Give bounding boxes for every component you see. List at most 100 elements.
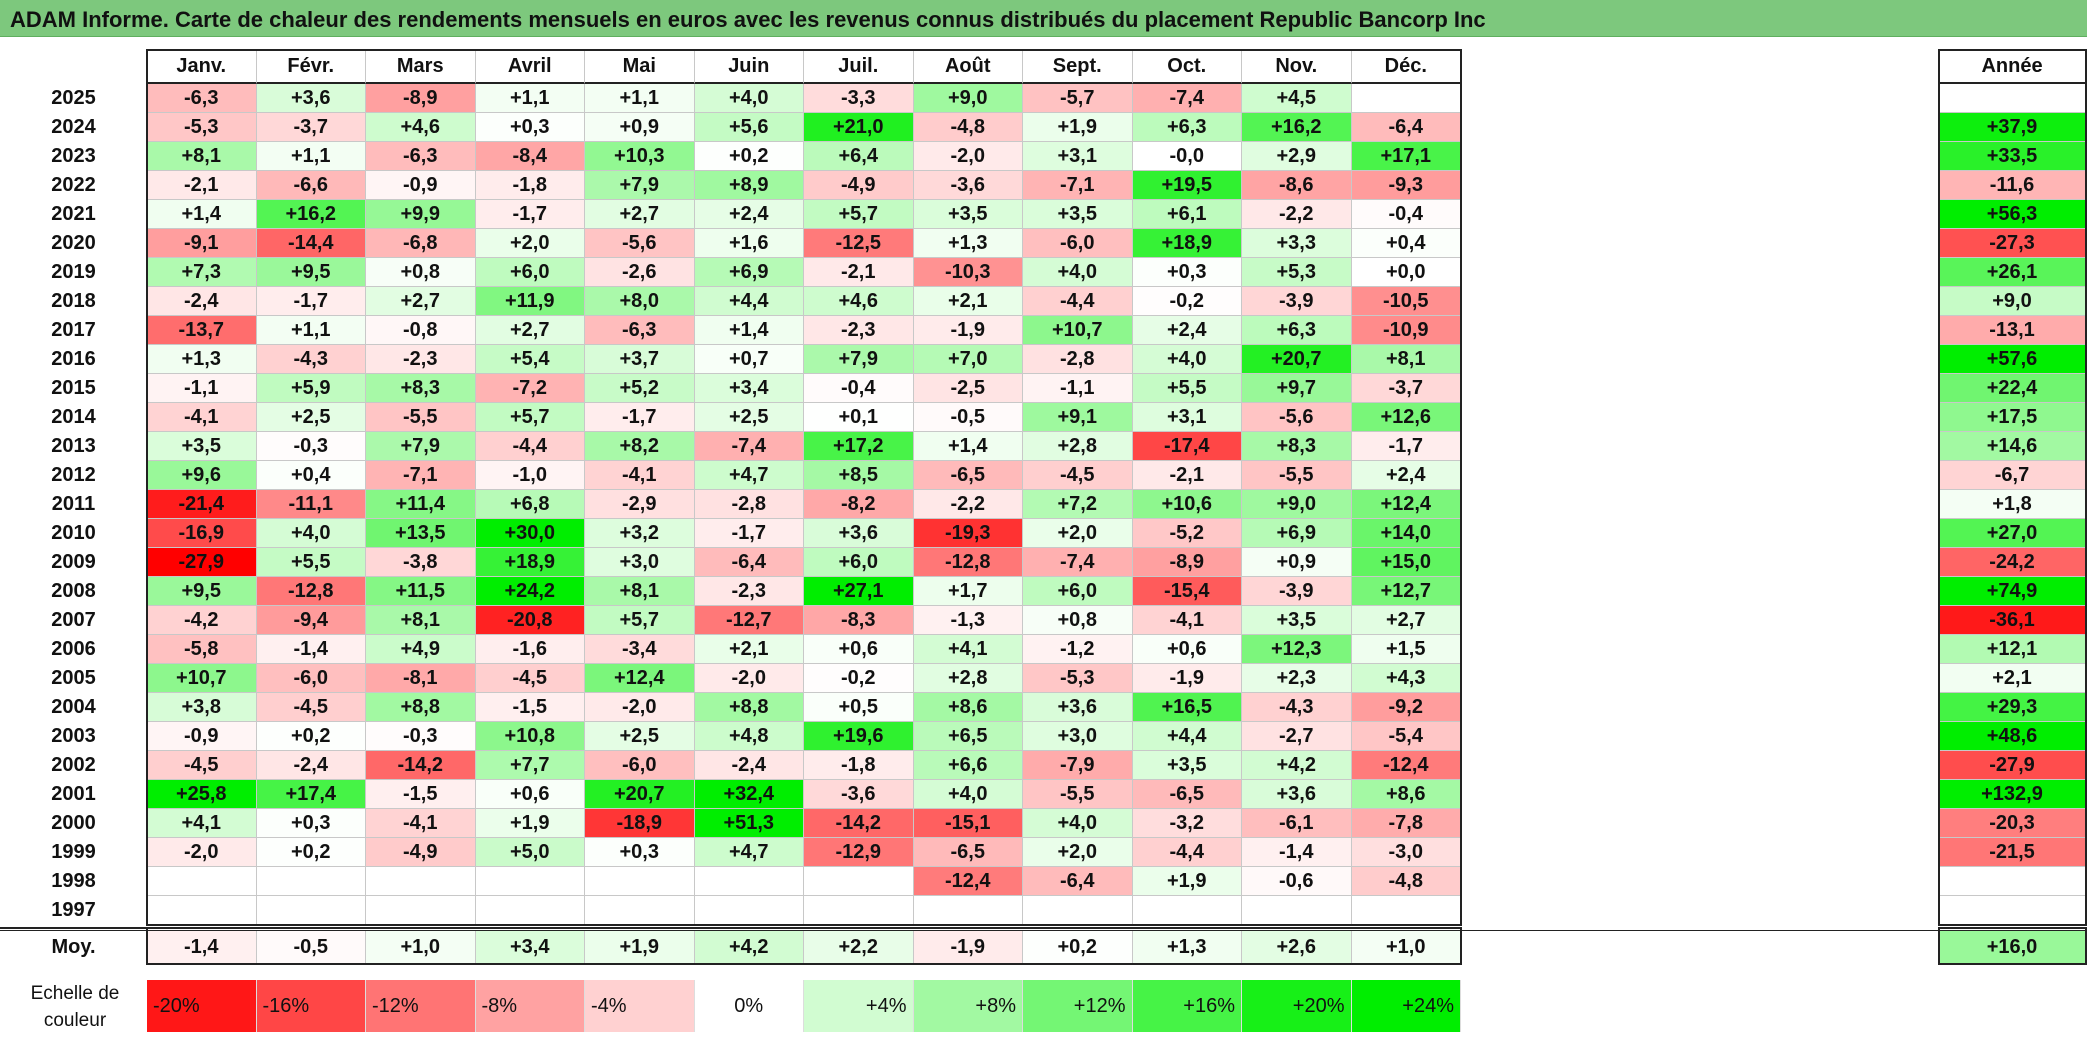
heatmap-cell: -6,3 bbox=[147, 84, 257, 113]
annual-cell: +1,8 bbox=[1939, 490, 2086, 519]
row-year-label: 2010 bbox=[51, 522, 96, 544]
heatmap-cell bbox=[256, 896, 366, 925]
row-year-label: 2003 bbox=[51, 725, 96, 747]
heatmap-cell: -12,8 bbox=[256, 577, 366, 606]
average-annual-cell: +16,0 bbox=[1939, 931, 2086, 963]
heatmap-cell: +2,7 bbox=[585, 200, 695, 229]
heatmap-cell: -1,7 bbox=[475, 200, 585, 229]
heatmap-cell: -6,4 bbox=[694, 548, 804, 577]
heatmap-cell: +1,9 bbox=[475, 809, 585, 838]
heatmap-cell: +17,1 bbox=[1351, 142, 1461, 171]
heatmap-cell: +1,9 bbox=[1023, 113, 1133, 142]
heatmap-cell: +3,0 bbox=[585, 548, 695, 577]
heatmap-cell: +1,1 bbox=[256, 142, 366, 171]
heatmap-cell: +3,5 bbox=[913, 200, 1023, 229]
heatmap-cell: -1,5 bbox=[366, 780, 476, 809]
heatmap-cell: -7,8 bbox=[1351, 809, 1461, 838]
heatmap-cell: +9,9 bbox=[366, 200, 476, 229]
annual-cell: +9,0 bbox=[1939, 287, 2086, 316]
heatmap-cell: +4,0 bbox=[1132, 345, 1242, 374]
annual-cell: -36,1 bbox=[1939, 606, 2086, 635]
heatmap-cell: -10,9 bbox=[1351, 316, 1461, 345]
annual-cell: +29,3 bbox=[1939, 693, 2086, 722]
heatmap-cell: +12,7 bbox=[1351, 577, 1461, 606]
heatmap-cell: +7,3 bbox=[147, 258, 257, 287]
heatmap-cell: +9,1 bbox=[1023, 403, 1133, 432]
heatmap-cell: +10,6 bbox=[1132, 490, 1242, 519]
heatmap-cell: +6,0 bbox=[475, 258, 585, 287]
row-year-label: 2015 bbox=[51, 377, 96, 399]
heatmap-cell: +21,0 bbox=[804, 113, 914, 142]
heatmap-cell: +5,9 bbox=[256, 374, 366, 403]
heatmap-cell: -1,7 bbox=[585, 403, 695, 432]
heatmap-cell: -3,7 bbox=[1351, 374, 1461, 403]
heatmap-cell: -4,5 bbox=[147, 751, 257, 780]
heatmap-cell bbox=[585, 867, 695, 896]
heatmap-cell: +1,9 bbox=[1132, 867, 1242, 896]
column-header: Sept. bbox=[1023, 50, 1133, 84]
heatmap-cell: -2,5 bbox=[913, 374, 1023, 403]
heatmap-cell: +0,3 bbox=[585, 838, 695, 867]
row-year-label: 2012 bbox=[51, 464, 96, 486]
heatmap-cell: -9,4 bbox=[256, 606, 366, 635]
heatmap-cell: +1,1 bbox=[256, 316, 366, 345]
heatmap-cell: -12,5 bbox=[804, 229, 914, 258]
heatmap-cell: +0,2 bbox=[256, 722, 366, 751]
heatmap-cell: -4,5 bbox=[1023, 461, 1133, 490]
heatmap-cell: -4,5 bbox=[475, 664, 585, 693]
row-year-label: 2011 bbox=[51, 493, 96, 515]
heatmap-cell: -2,8 bbox=[694, 490, 804, 519]
heatmap-cell: +1,6 bbox=[694, 229, 804, 258]
heatmap-cell: +3,0 bbox=[1023, 722, 1133, 751]
heatmap-cell: -7,4 bbox=[1132, 84, 1242, 113]
heatmap-cell: +2,1 bbox=[694, 635, 804, 664]
heatmap-cell: +8,1 bbox=[366, 606, 476, 635]
annual-cell: -13,1 bbox=[1939, 316, 2086, 345]
column-header: Juin bbox=[694, 50, 804, 84]
heatmap-cell: +3,6 bbox=[1023, 693, 1133, 722]
heatmap-cell: -4,3 bbox=[1242, 693, 1352, 722]
heatmap-cell: -6,5 bbox=[913, 461, 1023, 490]
heatmap-cell: +3,4 bbox=[694, 374, 804, 403]
average-row-label: Moy. bbox=[51, 935, 96, 958]
heatmap-cell: -15,4 bbox=[1132, 577, 1242, 606]
heatmap-cell: -3,6 bbox=[804, 780, 914, 809]
row-year-label: 2021 bbox=[51, 203, 96, 225]
heatmap-cell: -6,3 bbox=[366, 142, 476, 171]
heatmap-cell: +4,7 bbox=[694, 461, 804, 490]
heatmap-cell bbox=[694, 896, 804, 925]
heatmap-cell: -7,1 bbox=[1023, 171, 1133, 200]
heatmap-cell: -1,8 bbox=[475, 171, 585, 200]
annual-cell: +14,6 bbox=[1939, 432, 2086, 461]
row-year-label: 2007 bbox=[51, 609, 96, 631]
heatmap-cell: -6,3 bbox=[585, 316, 695, 345]
heatmap-cell: -1,7 bbox=[694, 519, 804, 548]
heatmap-cell: +1,4 bbox=[147, 200, 257, 229]
heatmap-cell: +4,8 bbox=[694, 722, 804, 751]
heatmap-cell: +2,4 bbox=[1132, 316, 1242, 345]
column-header: Janv. bbox=[147, 50, 257, 84]
heatmap-cell: +0,0 bbox=[1351, 258, 1461, 287]
heatmap-cell: +0,9 bbox=[585, 113, 695, 142]
row-year-label: 2024 bbox=[51, 116, 96, 138]
heatmap-cell: +2,5 bbox=[256, 403, 366, 432]
heatmap-cell: -3,6 bbox=[913, 171, 1023, 200]
heatmap-cell: -1,4 bbox=[1242, 838, 1352, 867]
heatmap-cell: -12,9 bbox=[804, 838, 914, 867]
heatmap-cell: +3,1 bbox=[1132, 403, 1242, 432]
heatmap-cell: -7,1 bbox=[366, 461, 476, 490]
annual-column-header: Année bbox=[1939, 50, 2086, 84]
heatmap-cell: +9,6 bbox=[147, 461, 257, 490]
heatmap-cell: -2,9 bbox=[585, 490, 695, 519]
color-scale-step: +8% bbox=[913, 980, 1023, 1032]
heatmap-cell: +51,3 bbox=[694, 809, 804, 838]
heatmap-cell: +30,0 bbox=[475, 519, 585, 548]
heatmap-cell: +5,4 bbox=[475, 345, 585, 374]
annual-cell: -11,6 bbox=[1939, 171, 2086, 200]
heatmap-cell: +0,1 bbox=[804, 403, 914, 432]
heatmap-cell: -10,3 bbox=[913, 258, 1023, 287]
color-scale-step: -4% bbox=[585, 980, 695, 1032]
heatmap-cell: -7,4 bbox=[694, 432, 804, 461]
heatmap-cell: +7,9 bbox=[585, 171, 695, 200]
heatmap-cell: -16,9 bbox=[147, 519, 257, 548]
